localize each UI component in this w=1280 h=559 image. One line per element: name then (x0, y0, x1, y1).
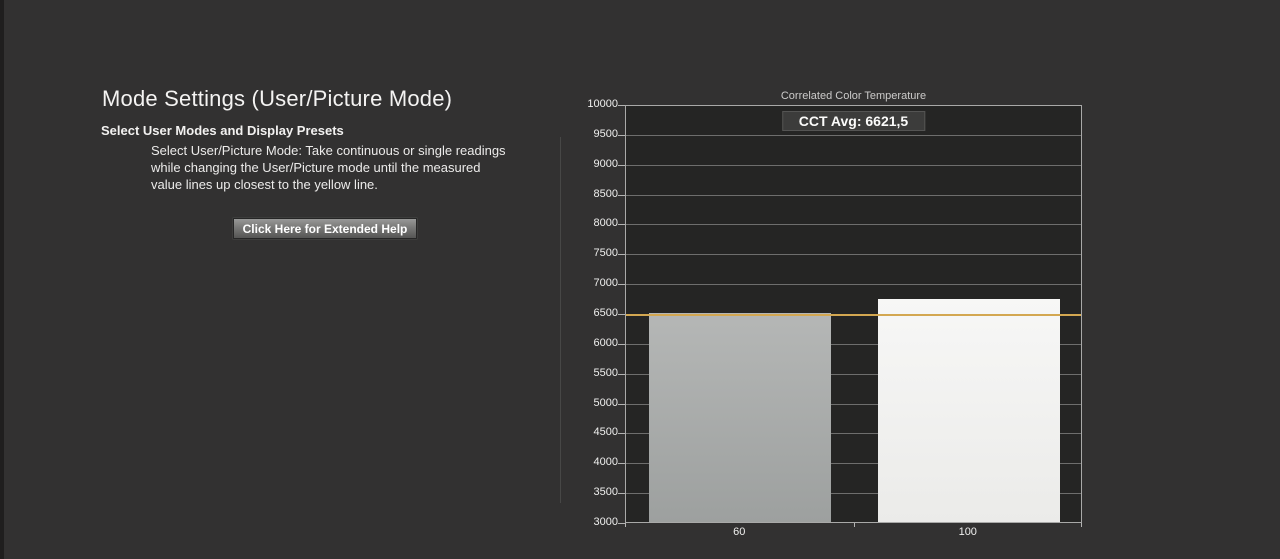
gridline-4500 (626, 433, 1081, 435)
x-tick-label: 60 (733, 526, 746, 538)
y-tick-mark (618, 134, 625, 136)
chart-title: Correlated Color Temperature (780, 90, 927, 102)
y-tick-mark (618, 314, 625, 315)
gridline-4000 (626, 463, 1081, 465)
y-tick-label: 6000 (593, 336, 618, 349)
y-tick-label: 8500 (593, 187, 618, 200)
gridline-8500 (626, 194, 1081, 196)
gridline-3500 (626, 493, 1081, 495)
y-tick-mark (618, 523, 625, 524)
panel-divider (560, 137, 561, 503)
y-tick-label: 9500 (593, 127, 618, 140)
y-tick-label: 5000 (593, 396, 618, 409)
y-tick-mark (618, 433, 625, 435)
y-tick-label: 6500 (593, 307, 618, 319)
gridline-7500 (626, 254, 1081, 256)
gridline-8000 (626, 224, 1081, 226)
y-tick-mark (618, 284, 625, 286)
y-tick-label: 4000 (593, 456, 618, 469)
settings-panel: Mode Settings (User/Picture Mode) Select… (101, 86, 532, 239)
y-tick-mark (618, 493, 625, 495)
gridline-9500 (626, 134, 1081, 136)
y-tick-mark (618, 463, 625, 465)
y-tick-mark (618, 343, 625, 345)
y-tick-label: 3000 (593, 516, 618, 528)
x-tick-mark (625, 523, 626, 527)
y-tick-mark (618, 224, 625, 226)
page-title: Mode Settings (User/Picture Mode) (102, 86, 453, 111)
section-subtitle: Select User Modes and Display Presets (101, 123, 344, 138)
y-tick-label: 8000 (593, 217, 618, 230)
window-left-edge (0, 0, 4, 559)
x-tick-mark (853, 523, 855, 527)
y-tick-label: 3500 (593, 486, 618, 499)
y-tick-mark (618, 164, 625, 166)
gridline-5000 (626, 403, 1081, 405)
gridline-7000 (626, 284, 1081, 286)
gridline-6000 (626, 343, 1081, 345)
y-tick-mark (618, 194, 625, 196)
y-tick-label: 7000 (593, 277, 618, 290)
y-tick-label: 7500 (593, 247, 618, 260)
y-tick-label: 9000 (593, 157, 618, 170)
cct-average-label: CCT Avg: 6621,5 (798, 113, 909, 129)
y-tick-mark (618, 105, 625, 106)
y-tick-mark (618, 373, 625, 375)
y-tick-label: 5500 (593, 366, 618, 379)
y-tick-mark (618, 403, 625, 405)
bar-100 (877, 298, 1060, 522)
y-tick-label: 4500 (593, 426, 618, 439)
yellow-target-line (626, 314, 1081, 316)
gridline-5500 (626, 373, 1081, 375)
bar-60 (649, 313, 832, 522)
extended-help-button[interactable]: Click Here for Extended Help (233, 218, 417, 239)
gridline-9000 (626, 164, 1081, 166)
y-tick-label: 10000 (587, 98, 618, 110)
x-tick-label: 100 (958, 526, 977, 538)
y-tick-mark (618, 254, 625, 256)
x-tick-mark (1081, 523, 1082, 527)
cct-average-badge: CCT Avg: 6621,5 (781, 111, 926, 131)
cct-bar-chart: CCT Avg: 6621,5 (625, 105, 1082, 523)
instructions-text: Select User/Picture Mode: Take continuou… (151, 143, 506, 192)
